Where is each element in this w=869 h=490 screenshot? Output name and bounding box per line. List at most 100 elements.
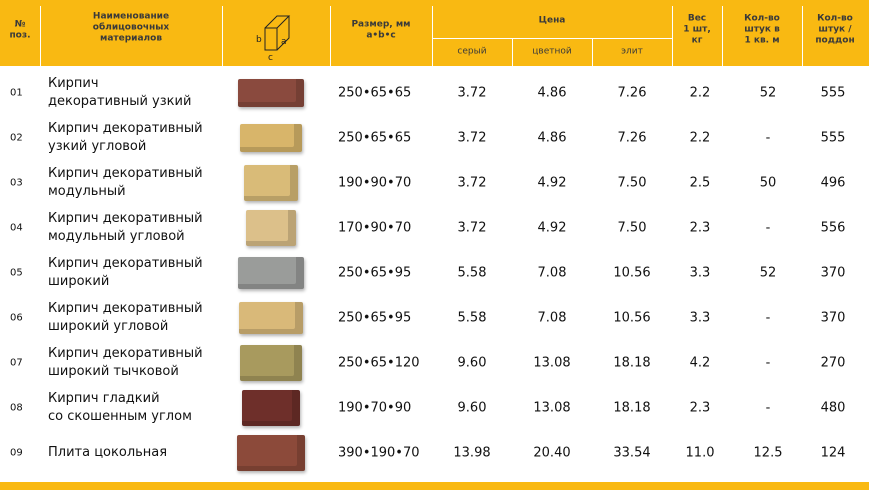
header-weight: кг — [691, 35, 703, 46]
price-elite: 10.56 — [613, 265, 651, 281]
price-grey: 5.58 — [457, 310, 487, 326]
price-color: 4.92 — [537, 175, 567, 191]
weight: 2.3 — [689, 400, 711, 416]
per-sqm: - — [765, 130, 771, 146]
price-color: 4.86 — [537, 85, 567, 101]
header-weight: Вес — [687, 13, 707, 24]
product-name: Кирпич декоративный — [48, 346, 203, 361]
price-grey: 3.72 — [457, 220, 487, 236]
row-num: 06 — [10, 312, 23, 324]
header-price-color: цветной — [532, 46, 572, 57]
per-pallet: 270 — [820, 355, 846, 371]
price-color: 4.86 — [537, 130, 567, 146]
price-elite: 7.50 — [617, 175, 647, 191]
product-name: широкий угловой — [48, 319, 169, 334]
product-size: 390•190•70 — [338, 445, 420, 461]
product-size: 250•65•65 — [338, 85, 412, 101]
price-elite: 7.50 — [617, 220, 647, 236]
per-pallet: 124 — [820, 445, 846, 461]
header-size: a•b•c — [366, 30, 396, 40]
price-color: 4.92 — [537, 220, 567, 236]
row-num: 08 — [10, 402, 23, 414]
per-sqm: - — [765, 220, 771, 236]
row-num: 05 — [10, 267, 23, 279]
header-per-sqm: штук в — [744, 24, 780, 35]
per-pallet: 555 — [820, 85, 846, 101]
price-elite: 33.54 — [613, 445, 651, 461]
price-grey: 3.72 — [457, 175, 487, 191]
per-pallet: 480 — [820, 400, 846, 416]
diagram-label: c — [268, 53, 273, 62]
price-elite: 7.26 — [617, 85, 647, 101]
product-image — [246, 210, 296, 246]
header-per-pallet: Кол-во — [817, 13, 853, 24]
product-name: декоративный узкий — [48, 94, 192, 109]
weight: 4.2 — [689, 355, 711, 371]
price-elite: 18.18 — [613, 400, 651, 416]
product-name: широкий тычковой — [48, 364, 179, 379]
price-grey: 3.72 — [457, 130, 487, 146]
product-name: Кирпич декоративный — [48, 301, 203, 316]
product-name: Плита цокольная — [48, 445, 168, 460]
product-size: 250•65•95 — [338, 265, 412, 281]
product-name: Кирпич гладкий — [48, 391, 160, 406]
product-size: 250•65•95 — [338, 310, 412, 326]
dimension-diagram: b a c — [256, 15, 291, 62]
per-pallet: 496 — [820, 175, 846, 191]
price-elite: 18.18 — [613, 355, 651, 371]
product-image — [238, 257, 304, 289]
price-grey: 13.98 — [453, 445, 491, 461]
product-image — [237, 435, 305, 471]
product-image — [242, 390, 300, 426]
header-price-grey: серый — [457, 46, 487, 57]
price-color: 7.08 — [537, 265, 567, 281]
row-num: 09 — [10, 447, 23, 459]
weight: 11.0 — [685, 445, 715, 461]
per-sqm: 52 — [759, 85, 777, 101]
header-size: Размер, мм — [351, 19, 411, 29]
product-size: 250•65•65 — [338, 130, 412, 146]
product-image — [239, 302, 303, 334]
per-sqm: - — [765, 355, 771, 371]
per-pallet: 556 — [820, 220, 846, 236]
price-grey: 9.60 — [457, 400, 487, 416]
price-color: 20.40 — [533, 445, 571, 461]
product-name: со скошенным углом — [48, 409, 192, 424]
weight: 2.2 — [689, 130, 711, 146]
price-color: 13.08 — [533, 355, 571, 371]
price-elite: 7.26 — [617, 130, 647, 146]
product-name: модульный угловой — [48, 229, 185, 244]
row-num: 07 — [10, 357, 23, 369]
per-sqm: - — [765, 310, 771, 326]
table-header: b a c — [0, 0, 869, 66]
product-image — [240, 124, 302, 152]
header-num: поз. — [9, 30, 31, 40]
per-pallet: 370 — [820, 265, 846, 281]
product-name: широкий — [48, 274, 110, 289]
product-name: Кирпич декоративный — [48, 166, 203, 181]
header-num: № — [14, 19, 26, 29]
weight: 2.5 — [689, 175, 711, 191]
weight: 3.3 — [689, 310, 711, 326]
header-name: облицовочных — [92, 22, 170, 33]
row-num: 04 — [10, 222, 23, 234]
footer-band — [0, 482, 869, 490]
header-per-sqm: Кол-во — [744, 13, 780, 24]
product-name: Кирпич — [48, 76, 99, 91]
weight: 3.3 — [689, 265, 711, 281]
row-num: 03 — [10, 177, 23, 189]
product-name: узкий угловой — [48, 139, 147, 154]
product-name: Кирпич декоративный — [48, 121, 203, 136]
header-per-sqm: 1 кв. м — [744, 35, 780, 46]
price-grey: 3.72 — [457, 85, 487, 101]
per-sqm: 12.5 — [753, 445, 783, 461]
product-name: модульный — [48, 184, 126, 199]
header-name: материалов — [99, 33, 163, 44]
weight: 2.3 — [689, 220, 711, 236]
per-sqm: 52 — [759, 265, 777, 281]
price-grey: 9.60 — [457, 355, 487, 371]
product-image — [240, 345, 302, 381]
per-pallet: 555 — [820, 130, 846, 146]
product-size: 190•70•90 — [338, 400, 412, 416]
